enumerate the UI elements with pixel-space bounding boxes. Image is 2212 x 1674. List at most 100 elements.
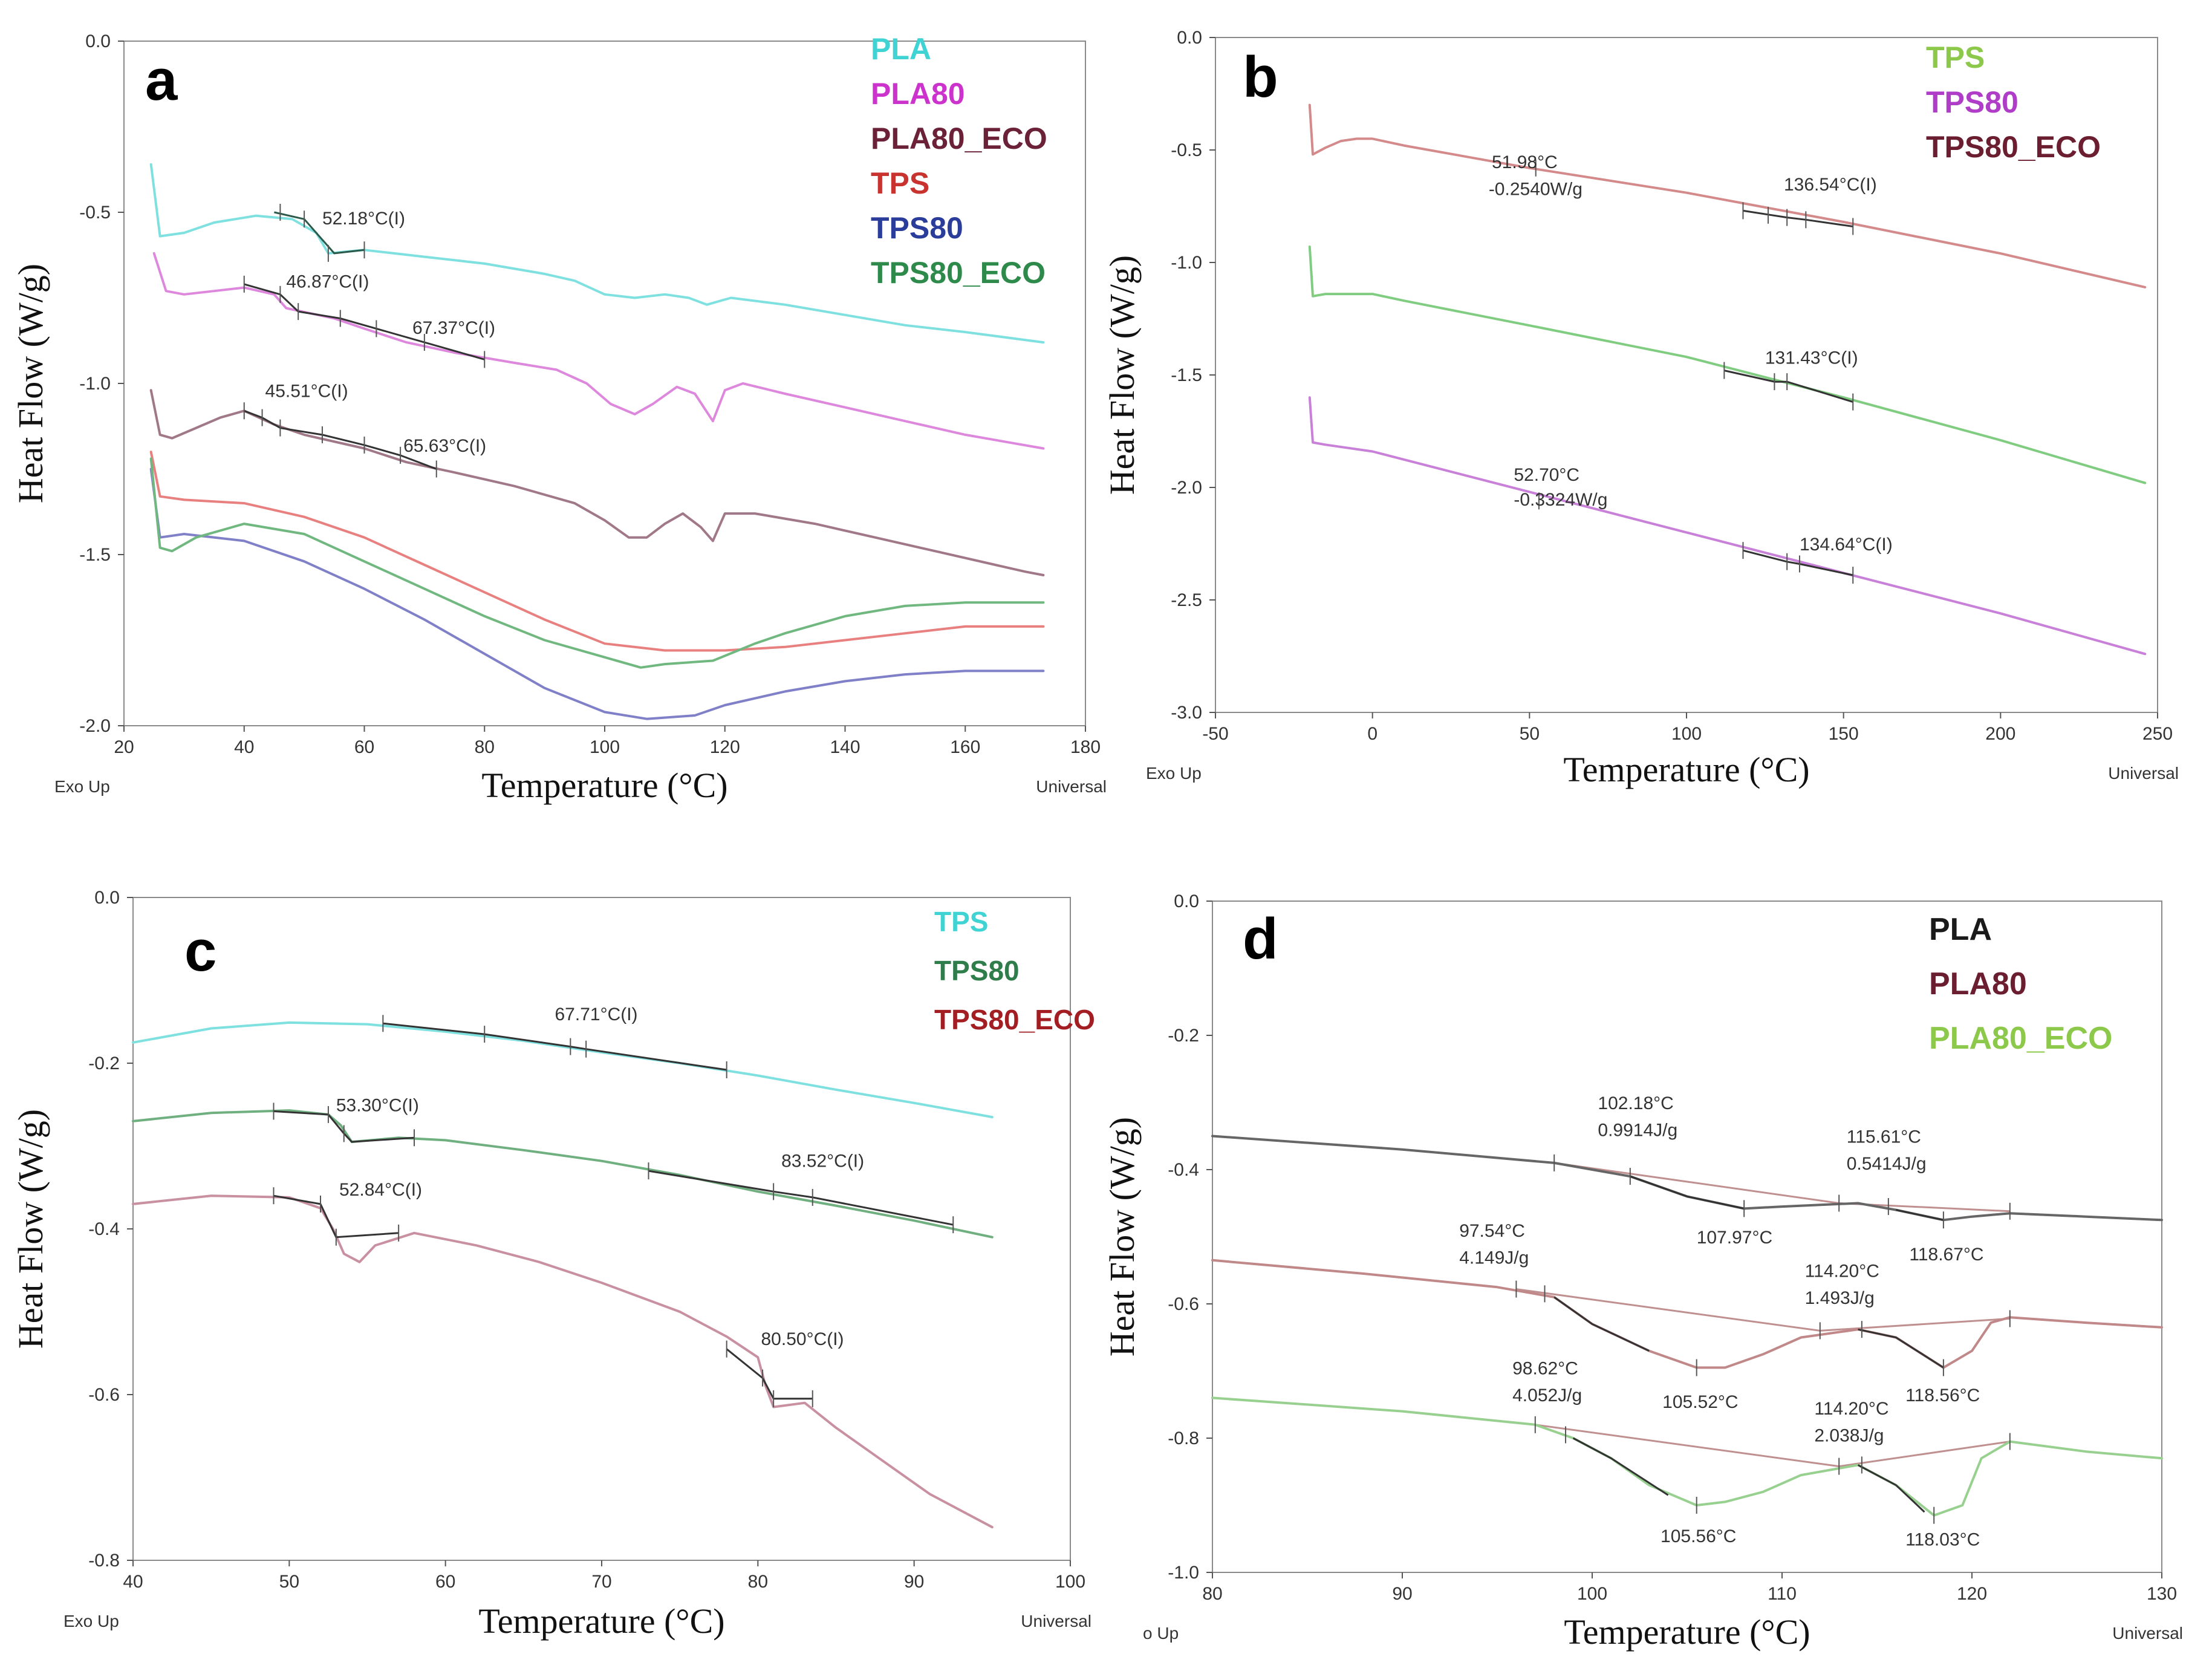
x-tick-label: 60: [435, 1572, 455, 1592]
series-line-pla: [149, 163, 1045, 344]
analysis-tangent-line: [1572, 1437, 1669, 1496]
corner-label-universal: Universal: [1036, 777, 1107, 796]
corner-label-exo-up: Exo Up: [1146, 764, 1202, 783]
corner-label-universal: Universal: [2108, 764, 2179, 783]
x-tick-label: -50: [1202, 724, 1228, 744]
series-line-tps80: [132, 1109, 994, 1239]
x-tick-label: 100: [1577, 1584, 1607, 1604]
series-line-tps80: [1308, 246, 2147, 484]
x-tick-label: 0: [1367, 724, 1378, 744]
panel-label: c: [184, 919, 216, 983]
annotation-label: 4.052J/g: [1512, 1386, 1582, 1405]
x-tick-label: 40: [123, 1572, 143, 1592]
x-tick-label: 80: [748, 1572, 768, 1592]
legend-entry-pla80-eco: PLA80_ECO: [871, 122, 1047, 155]
analysis-tangent-line: [1553, 1296, 1650, 1352]
x-tick-label: 160: [950, 737, 980, 757]
series-line-pla80: [1211, 1259, 2163, 1369]
annotation-label: 115.61°C: [1847, 1127, 1921, 1147]
analysis-tangent-line: [648, 1170, 954, 1226]
x-tick-label: 150: [1829, 724, 1859, 744]
annotation-label: 52.70°C: [1514, 465, 1579, 485]
panel-d: 80 90 100 110 120 130 -1.0 -0.8 -0.6 -0.4 -0.2 0.0 o…: [1102, 891, 2183, 1652]
x-tick-label: 40: [234, 737, 254, 757]
annotation-label: 0.5414J/g: [1847, 1154, 1927, 1174]
series-line-tps80-eco: [149, 457, 1045, 669]
x-tick-label: 100: [1055, 1572, 1085, 1592]
y-tick-label: -0.5: [79, 203, 111, 223]
y-tick-label: -0.6: [1168, 1294, 1199, 1314]
x-tick-label: 70: [591, 1572, 611, 1592]
legend-entry-pla: PLA: [871, 32, 931, 66]
annotation-label: -0.3324W/g: [1514, 490, 1607, 510]
x-tick-label: 100: [590, 737, 620, 757]
y-tick-label: -0.2: [1168, 1026, 1199, 1046]
x-tick-label: 50: [279, 1572, 299, 1592]
y-tick-label: 0.0: [1177, 28, 1202, 48]
panel-label: a: [145, 48, 178, 112]
x-tick-label: 100: [1671, 724, 1702, 744]
y-axis-title: Heat Flow (W/g): [1102, 1117, 1142, 1356]
annotation-label: 51.98°C: [1492, 152, 1558, 172]
y-tick-label: -1.0: [1171, 253, 1202, 273]
y-tick-label: -2.0: [79, 716, 111, 736]
analysis-tangent-line: [1896, 1209, 1944, 1221]
series-line-pla80: [152, 252, 1045, 450]
x-tick-label: 120: [1957, 1584, 1987, 1604]
y-tick-label: 0.0: [85, 31, 111, 51]
annotation-label: 83.52°C(I): [781, 1151, 864, 1171]
annotation-label: 105.52°C: [1662, 1392, 1738, 1412]
annotation-label: 118.67°C: [1909, 1245, 1983, 1265]
series-line-tps80-eco: [132, 1194, 994, 1529]
annotation-label: 98.62°C: [1512, 1359, 1578, 1379]
y-tick-label: -0.2: [88, 1054, 120, 1073]
x-tick-label: 120: [710, 737, 740, 757]
annotation-label: 102.18°C: [1598, 1093, 1673, 1113]
y-axis-title: Heat Flow (W/g): [11, 264, 50, 503]
analysis-tangent-line: [1858, 1328, 1944, 1369]
legend-entry-tps80-eco: TPS80_ECO: [871, 256, 1046, 290]
legend-entry-tps80: TPS80: [934, 955, 1020, 986]
y-tick-label: 0.0: [1174, 891, 1199, 911]
x-tick-label: 50: [1520, 724, 1540, 744]
y-tick-label: -2.5: [1171, 590, 1202, 610]
y-tick-label: -1.0: [1168, 1563, 1199, 1583]
annotation-label: -0.2540W/g: [1489, 179, 1583, 199]
corner-label-universal: Universal: [1021, 1612, 1091, 1630]
integration-baseline: [1516, 1288, 2010, 1332]
y-tick-label: -0.5: [1171, 140, 1202, 160]
legend-entry-tps: TPS: [871, 166, 929, 200]
series-line-tps: [1308, 103, 2147, 288]
y-tick-label: -3.0: [1171, 703, 1202, 723]
integration-baseline: [1535, 1424, 2011, 1468]
x-tick-label: 250: [2142, 724, 2173, 744]
annotation-label: 134.64°C(I): [1800, 535, 1893, 555]
y-axis-title: Heat Flow (W/g): [1102, 255, 1142, 495]
legend-entry-pla80: PLA80: [871, 77, 965, 111]
y-tick-label: -1.5: [79, 545, 111, 565]
panel-label: d: [1243, 907, 1278, 971]
panel-label: b: [1243, 45, 1278, 109]
series-line-pla80-eco: [1211, 1396, 2163, 1517]
x-tick-label: 80: [475, 737, 495, 757]
analysis-tangent-line: [1630, 1175, 1745, 1210]
annotation-label: 0.9914J/g: [1598, 1121, 1677, 1141]
x-tick-label: 80: [1202, 1584, 1222, 1604]
x-axis-title: Temperature (°C): [481, 766, 727, 805]
y-tick-label: -1.0: [79, 374, 111, 394]
x-axis-title: Temperature (°C): [1563, 750, 1809, 789]
x-tick-label: 110: [1768, 1584, 1797, 1604]
legend-entry-tps80-eco: TPS80_ECO: [1926, 130, 2101, 164]
annotation-label: 46.87°C(I): [286, 272, 369, 292]
y-tick-label: 0.0: [94, 888, 120, 908]
x-tick-label: 130: [2147, 1584, 2177, 1604]
plot-frame: [1212, 901, 2162, 1573]
analysis-tangent-line: [1723, 370, 1853, 403]
series-line-tps: [132, 1021, 994, 1119]
legend-entry-tps: TPS: [934, 906, 988, 937]
legend-entry-tps80-eco: TPS80_ECO: [934, 1004, 1095, 1035]
plot-frame: [132, 897, 1071, 1561]
legend-entry-tps: TPS: [1926, 41, 1985, 74]
analysis-tangent-line: [1857, 1464, 1925, 1513]
